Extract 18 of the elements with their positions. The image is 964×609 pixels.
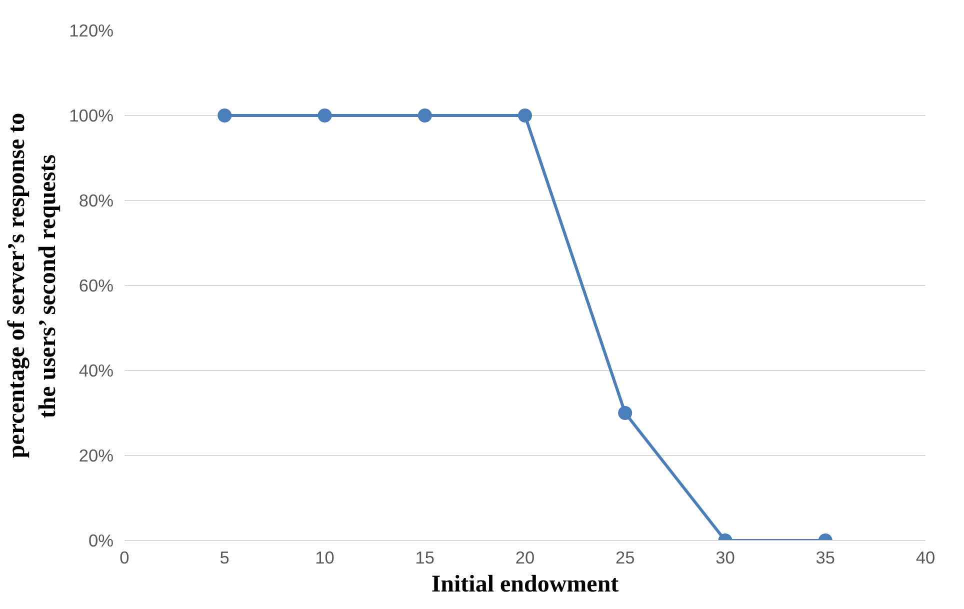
x-tick-label: 0	[120, 548, 130, 568]
y-tick-label: 0%	[88, 530, 114, 550]
x-tick-label: 15	[415, 548, 435, 568]
x-tick-label: 25	[615, 548, 635, 568]
y-tick-label: 80%	[78, 190, 114, 210]
x-tick-label: 30	[716, 548, 735, 568]
y-tick-label: 40%	[78, 360, 114, 380]
y-tick-label: 100%	[69, 106, 114, 126]
x-axis-title: Initial endowment	[431, 572, 619, 598]
x-tick-label: 5	[220, 548, 230, 568]
x-tick-label: 35	[816, 548, 836, 568]
y-axis-title: percentage of server’s response to the users’ second requests	[4, 112, 62, 458]
y-tick-label: 60%	[78, 276, 114, 296]
y-tick-label: 120%	[69, 20, 114, 40]
x-tick-label: 10	[315, 548, 334, 568]
x-tick-label: 40	[916, 548, 936, 568]
x-tick-label: 20	[515, 548, 535, 568]
y-tick-label: 20%	[78, 446, 114, 466]
